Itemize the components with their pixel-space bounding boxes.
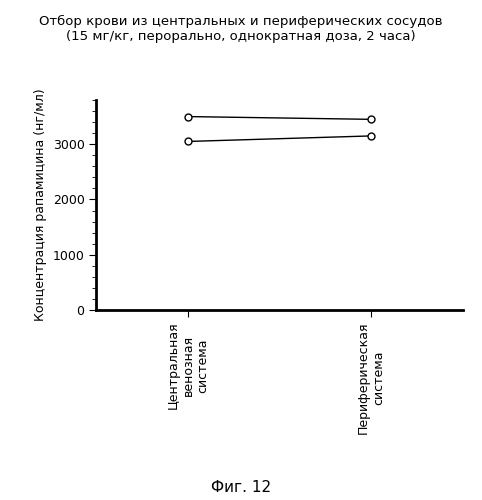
Y-axis label: Концентрация рапамицина (нг/мл): Концентрация рапамицина (нг/мл) xyxy=(34,88,47,322)
Text: Фиг. 12: Фиг. 12 xyxy=(211,480,271,495)
Text: Отбор крови из центральных и периферических сосудов
(15 мг/кг, перорально, однок: Отбор крови из центральных и периферичес… xyxy=(39,15,443,43)
